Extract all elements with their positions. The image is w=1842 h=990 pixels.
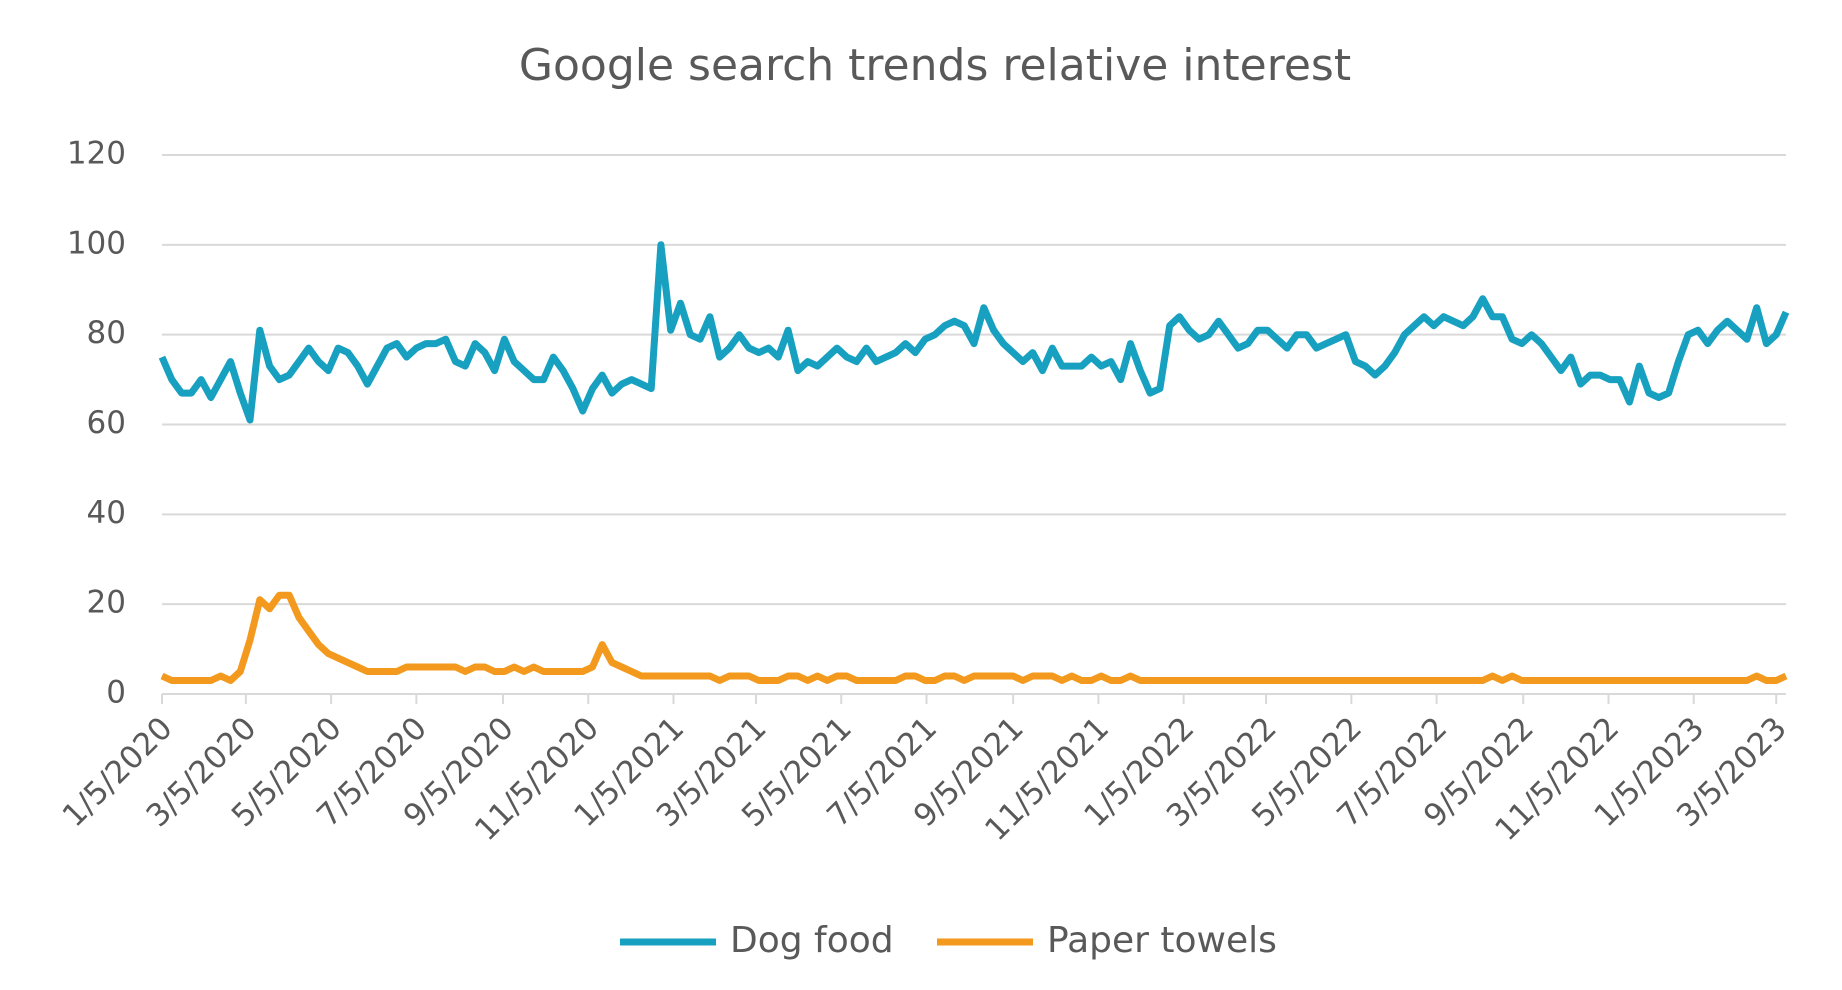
legend-label: Paper towels xyxy=(1047,920,1277,961)
y-tick-label: 0 xyxy=(106,675,126,711)
chart-title: Google search trends relative interest xyxy=(519,40,1351,91)
y-tick-label: 120 xyxy=(67,136,126,172)
y-tick-label: 60 xyxy=(87,405,126,441)
y-tick-label: 80 xyxy=(87,315,126,351)
y-tick-label: 100 xyxy=(67,225,126,261)
y-tick-label: 40 xyxy=(87,495,126,531)
y-tick-label: 20 xyxy=(87,585,126,621)
series-line xyxy=(160,591,1788,684)
series-line xyxy=(158,241,1790,424)
legend-label: Dog food xyxy=(730,920,894,961)
